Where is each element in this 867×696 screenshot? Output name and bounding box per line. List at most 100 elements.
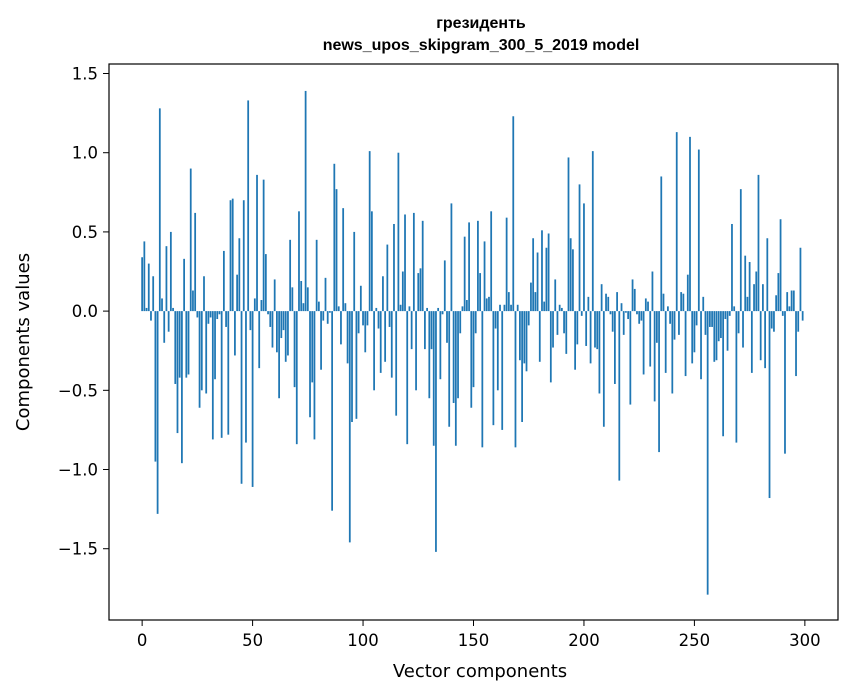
bar bbox=[382, 276, 384, 312]
bar bbox=[580, 311, 583, 316]
bar bbox=[591, 151, 594, 312]
bar bbox=[715, 311, 718, 361]
bar bbox=[320, 311, 322, 370]
chart-title: грезиденть bbox=[436, 15, 526, 32]
bar bbox=[510, 304, 512, 312]
bar bbox=[282, 311, 285, 331]
bar bbox=[773, 311, 775, 332]
bar bbox=[512, 116, 515, 312]
bar bbox=[220, 311, 223, 438]
bar bbox=[395, 311, 398, 416]
x-tick-label: 150 bbox=[458, 631, 490, 650]
bar bbox=[419, 268, 422, 312]
bar bbox=[439, 311, 442, 380]
bar bbox=[711, 311, 713, 327]
bar bbox=[406, 311, 409, 445]
bar bbox=[313, 311, 316, 440]
bar bbox=[662, 293, 665, 312]
bar bbox=[596, 311, 599, 350]
bar bbox=[653, 311, 656, 402]
bar bbox=[569, 238, 572, 312]
bar bbox=[611, 311, 614, 332]
bar bbox=[357, 311, 360, 334]
bar bbox=[609, 311, 612, 315]
bar bbox=[183, 258, 185, 312]
bar bbox=[377, 311, 380, 329]
bar bbox=[393, 223, 395, 312]
bar bbox=[658, 311, 660, 453]
bar bbox=[373, 311, 375, 391]
bar bbox=[713, 311, 716, 362]
bar bbox=[790, 290, 793, 312]
bar bbox=[638, 311, 641, 324]
bar bbox=[759, 311, 762, 361]
bar bbox=[753, 284, 755, 312]
bar bbox=[371, 211, 373, 312]
bar bbox=[410, 311, 413, 350]
bar bbox=[556, 311, 559, 335]
bar bbox=[514, 311, 517, 448]
bar bbox=[152, 276, 155, 312]
bar bbox=[499, 304, 501, 312]
bar bbox=[691, 311, 694, 364]
bar bbox=[386, 244, 389, 312]
bar bbox=[485, 298, 488, 312]
bar bbox=[189, 168, 192, 312]
bar bbox=[238, 238, 241, 312]
bar bbox=[673, 311, 676, 340]
bar bbox=[560, 307, 563, 312]
bar bbox=[762, 284, 764, 312]
bar bbox=[311, 311, 314, 383]
bar bbox=[750, 311, 753, 373]
bar bbox=[607, 296, 610, 312]
bar bbox=[534, 292, 537, 312]
bar bbox=[329, 311, 331, 313]
bar bbox=[583, 203, 585, 312]
bar bbox=[695, 311, 698, 326]
bar bbox=[496, 311, 499, 391]
bar bbox=[342, 208, 345, 312]
bar bbox=[594, 311, 596, 348]
bar bbox=[340, 311, 342, 345]
bar bbox=[229, 200, 232, 312]
bar bbox=[417, 273, 420, 312]
bar bbox=[196, 311, 199, 318]
bar bbox=[236, 274, 239, 312]
bar bbox=[214, 311, 216, 380]
bar bbox=[505, 217, 508, 312]
bar bbox=[174, 311, 177, 384]
bar bbox=[432, 311, 435, 446]
bar bbox=[231, 198, 234, 312]
bar bbox=[158, 108, 161, 312]
bar bbox=[443, 260, 446, 312]
bar bbox=[256, 174, 258, 312]
bar bbox=[519, 311, 521, 361]
bar bbox=[322, 311, 325, 321]
bar bbox=[507, 292, 510, 312]
y-axis-label: Components values bbox=[13, 253, 34, 431]
bar bbox=[742, 311, 744, 348]
y-tick-label: 0.0 bbox=[72, 302, 98, 321]
bar bbox=[163, 311, 166, 343]
bar bbox=[600, 284, 603, 312]
bar bbox=[552, 311, 554, 348]
bar bbox=[602, 311, 605, 427]
bar bbox=[216, 311, 219, 320]
bar bbox=[786, 292, 789, 312]
bar bbox=[616, 292, 618, 312]
bar bbox=[397, 152, 400, 312]
bar bbox=[178, 311, 181, 378]
bar bbox=[574, 311, 576, 370]
y-tick-label: 0.5 bbox=[72, 223, 98, 242]
bar bbox=[424, 311, 426, 350]
bar bbox=[636, 311, 638, 315]
bar bbox=[682, 293, 685, 312]
bar bbox=[222, 250, 225, 312]
bar bbox=[348, 311, 351, 543]
bar bbox=[735, 311, 738, 443]
bar bbox=[744, 255, 747, 312]
bar bbox=[702, 296, 705, 312]
bar bbox=[605, 293, 607, 312]
bar bbox=[240, 311, 243, 484]
y-tick-label: −1.0 bbox=[58, 461, 98, 480]
